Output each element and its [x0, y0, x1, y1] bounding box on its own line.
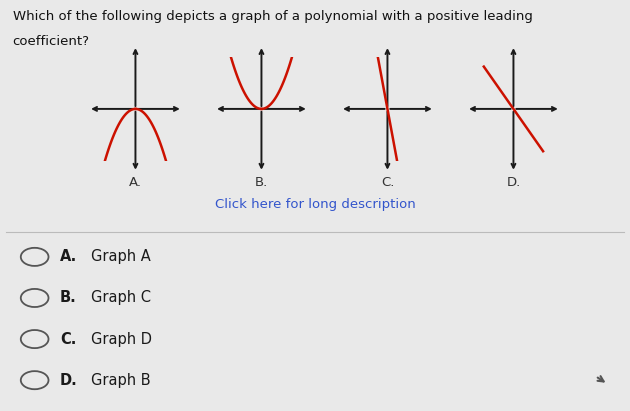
Text: B.: B. [60, 291, 77, 305]
Text: D.: D. [507, 175, 520, 189]
Text: C.: C. [60, 332, 76, 346]
Text: Graph C: Graph C [91, 291, 151, 305]
Text: D.: D. [60, 373, 77, 388]
Text: A.: A. [129, 175, 142, 189]
Text: Click here for long description: Click here for long description [215, 198, 415, 211]
Text: Graph B: Graph B [91, 373, 151, 388]
Text: coefficient?: coefficient? [13, 35, 89, 48]
Text: Graph D: Graph D [91, 332, 152, 346]
Text: Which of the following depicts a graph of a polynomial with a positive leading: Which of the following depicts a graph o… [13, 10, 532, 23]
Text: Graph A: Graph A [91, 249, 151, 264]
Text: C.: C. [381, 175, 394, 189]
Text: A.: A. [60, 249, 77, 264]
Text: B.: B. [255, 175, 268, 189]
